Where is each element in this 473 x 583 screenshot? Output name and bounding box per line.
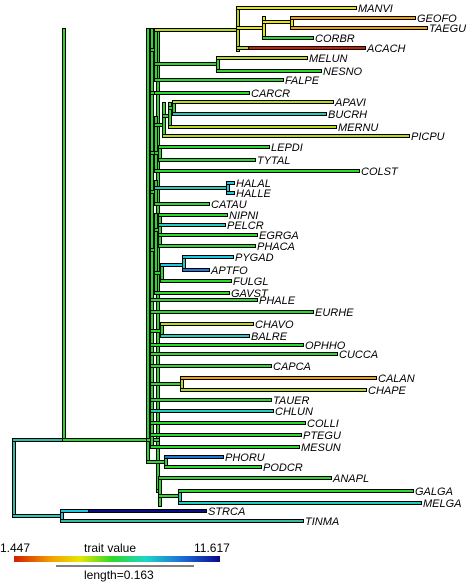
tip-label-corbr: CORBR xyxy=(315,33,355,45)
tip-label-galga: GALGA xyxy=(415,486,453,498)
tip-label-eurhe: EURHE xyxy=(315,307,354,319)
tip-label-chape: CHAPE xyxy=(368,385,407,397)
tip-label-tytal: TYTAL xyxy=(257,155,290,167)
tip-label-mesun: MESUN xyxy=(301,442,341,454)
tip-label-lepdi: LEPDI xyxy=(271,142,303,154)
tip-label-halle: HALLE xyxy=(236,188,272,200)
legend-title: trait value xyxy=(84,541,136,555)
tip-label-colli: COLLI xyxy=(307,418,339,430)
tip-label-tauer: TAUER xyxy=(273,395,310,407)
color-legend: 1.447 trait value 11.617 length=0.163 xyxy=(0,541,230,582)
tip-label-podcr: PODCR xyxy=(263,462,303,474)
legend-min-label: 1.447 xyxy=(0,541,30,555)
tip-label-egrga: EGRGA xyxy=(259,230,299,242)
tip-label-picpu: PICPU xyxy=(411,131,445,143)
tip-label-falpe: FALPE xyxy=(285,75,320,87)
tip-label-melga: MELGA xyxy=(423,498,462,510)
tip-label-mernu: MERNU xyxy=(338,122,378,134)
tip-label-chlun: CHLUN xyxy=(275,406,313,418)
tip-label-gavst: GAVST xyxy=(231,288,269,300)
tip-label-taegu: TAEGU xyxy=(429,23,466,35)
tip-label-capca: CAPCA xyxy=(273,361,311,373)
tree-branches xyxy=(12,6,428,523)
tip-label-balre: BALRE xyxy=(251,331,288,343)
tip-label-geofo: GEOFO xyxy=(417,13,457,25)
tip-label-cucca: CUCCA xyxy=(339,349,378,361)
length-scale-label: length=0.163 xyxy=(84,568,154,582)
tip-label-colst: COLST xyxy=(361,166,399,178)
tip-label-phale: PHALE xyxy=(259,295,296,307)
legend-color-bar xyxy=(14,556,220,562)
tip-label-bucrh: BUCRH xyxy=(328,109,367,121)
tip-label-nipni: NIPNI xyxy=(229,210,258,222)
tip-label-fulgl: FULGL xyxy=(233,276,268,288)
tip-label-chavo: CHAVO xyxy=(255,319,294,331)
tip-label-catau: CATAU xyxy=(211,199,247,211)
tip-label-ophho: OPHHO xyxy=(305,340,346,352)
tip-label-ptegu: PTEGU xyxy=(303,430,341,442)
legend-max-label: 11.617 xyxy=(194,541,230,555)
tip-label-halal: HALAL xyxy=(236,178,271,190)
tip-label-aptfo: APTFO xyxy=(210,265,248,277)
tip-label-acach: ACACH xyxy=(366,43,406,55)
tip-label-nesno: NESNO xyxy=(323,66,363,78)
tip-label-manvi: MANVI xyxy=(358,3,393,15)
tip-label-phoru: PHORU xyxy=(225,452,265,464)
tip-label-tinma: TINMA xyxy=(305,516,339,528)
tip-label-apavi: APAVI xyxy=(334,97,366,109)
tip-label-phaca: PHACA xyxy=(257,241,295,253)
tip-label-strca: STRCA xyxy=(208,506,245,518)
tip-label-anapl: ANAPL xyxy=(332,473,369,485)
tip-label-pelcr: PELCR xyxy=(227,220,264,232)
tip-label-calan: CALAN xyxy=(378,373,415,385)
tip-label-pygad: PYGAD xyxy=(235,252,274,264)
tip-label-melun: MELUN xyxy=(309,53,348,65)
tip-label-carcr: CARCR xyxy=(251,88,290,100)
